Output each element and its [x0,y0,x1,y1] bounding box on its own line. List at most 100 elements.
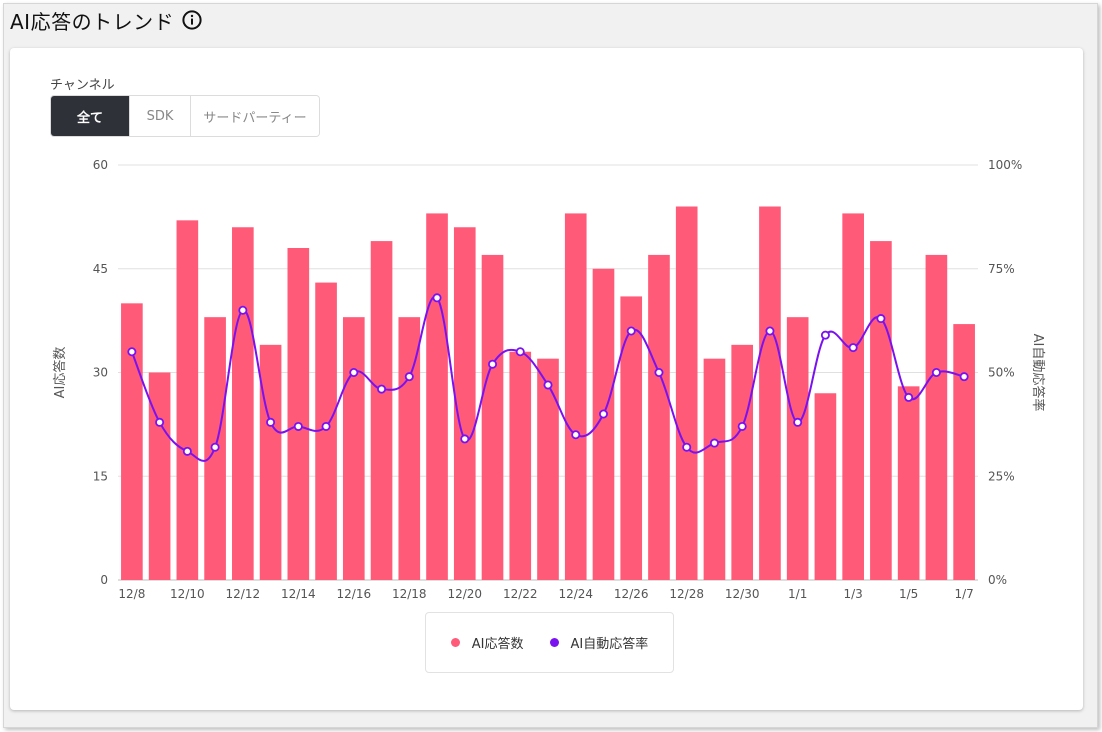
y-right-tick-label: 50% [988,366,1015,380]
y-left-tick-label: 0 [100,573,108,587]
rate-point [155,417,165,427]
bar [232,227,254,580]
x-tick-label: 12/26 [614,587,649,601]
rate-point [654,367,664,377]
bar [953,324,975,580]
bar [814,393,837,580]
x-tick-label: 12/12 [226,587,261,601]
rate-point [377,384,387,394]
y-right-tick-label: 75% [988,262,1015,276]
legend-swatch-auto-rate [549,638,559,647]
rate-point [127,347,137,357]
bar [509,351,532,580]
x-tick-label: 12/14 [281,587,316,601]
rate-point [488,359,498,369]
bar [148,372,171,580]
x-tick-label: 1/3 [844,587,863,601]
legend-swatch-responses [450,638,460,647]
rate-point [349,367,359,377]
rate-point [515,347,525,357]
bar [925,254,948,580]
rate-point [293,421,303,431]
x-tick-label: 12/24 [558,587,593,601]
x-tick-label: 12/20 [447,587,482,601]
bar [759,206,781,580]
channel-option-all[interactable]: 全て [51,96,129,136]
bar [259,344,282,580]
y-left-tick-label: 30 [93,366,108,380]
rate-point [460,434,470,444]
rate-point [959,372,969,382]
bar [842,213,864,580]
x-tick-label: 12/30 [725,587,760,601]
y-right-axis-title: AI自動応答率 [1030,334,1046,412]
x-tick-label: 12/8 [118,587,145,601]
x-tick-label: 12/16 [337,587,372,601]
bar [121,303,143,580]
rate-point [848,343,858,353]
bar [786,317,809,580]
bar [537,358,559,580]
bar [620,296,643,580]
legend-label-auto-rate: AI自動応答率 [570,637,649,652]
legend-item-auto-rate[interactable]: AI自動応答率 [549,633,649,652]
page-title: AI応答のトレンド [10,9,175,34]
y-left-tick-label: 60 [93,158,108,172]
bar [315,282,337,580]
y-right-tick-label: 0% [988,573,1007,587]
bar [176,220,199,581]
x-tick-label: 1/1 [788,587,807,601]
rate-point [765,326,775,336]
rate-point [321,421,331,431]
rate-point [404,372,414,382]
rate-point [876,314,886,324]
channel-option-third-party[interactable]: サードパーティー [190,96,319,136]
x-tick-label: 12/22 [503,587,538,601]
page-header: AI応答のトレンド [10,6,202,34]
rate-point [182,446,192,456]
rate-point [904,392,914,402]
bar [564,213,587,580]
bar [675,206,698,580]
bar [370,241,393,581]
x-tick-label: 1/5 [899,587,918,601]
legend-label-responses: AI応答数 [471,637,524,652]
rate-point [210,442,220,452]
rate-point [238,305,248,315]
legend-item-responses[interactable]: AI応答数 [450,633,524,652]
rate-point [626,326,636,336]
y-right-tick-label: 100% [988,158,1022,172]
rate-line [130,295,965,462]
rate-point [682,442,692,452]
rate-point [931,367,941,377]
rate-point [571,430,581,440]
bar [731,344,754,580]
y-left-axis-title: AI応答数 [52,347,68,399]
chart-legend: AI応答数 AI自動応答率 [425,612,674,673]
channel-filter: 全て SDK サードパーティー [50,95,320,137]
channel-filter-label: チャンネル [50,78,115,93]
rate-point [737,421,747,431]
bar [453,227,476,580]
x-tick-label: 12/18 [392,587,427,601]
y-left-tick-label: 45 [93,262,108,276]
rate-point [266,417,276,427]
bar [481,254,504,580]
bar [648,254,670,580]
rate-point [432,293,442,303]
bar [870,241,892,581]
bar [703,358,726,580]
x-tick-label: 12/28 [669,587,704,601]
bar [592,268,615,580]
x-tick-label: 1/7 [954,587,973,601]
y-right-tick-label: 25% [988,469,1015,483]
bar [342,317,365,580]
bar [426,213,448,580]
info-icon[interactable] [182,10,202,30]
y-left-tick-label: 15 [93,469,108,483]
rate-point [820,330,830,340]
bar [287,248,310,580]
bar [897,386,920,580]
rate-point [709,438,719,448]
channel-option-sdk[interactable]: SDK [129,96,190,136]
